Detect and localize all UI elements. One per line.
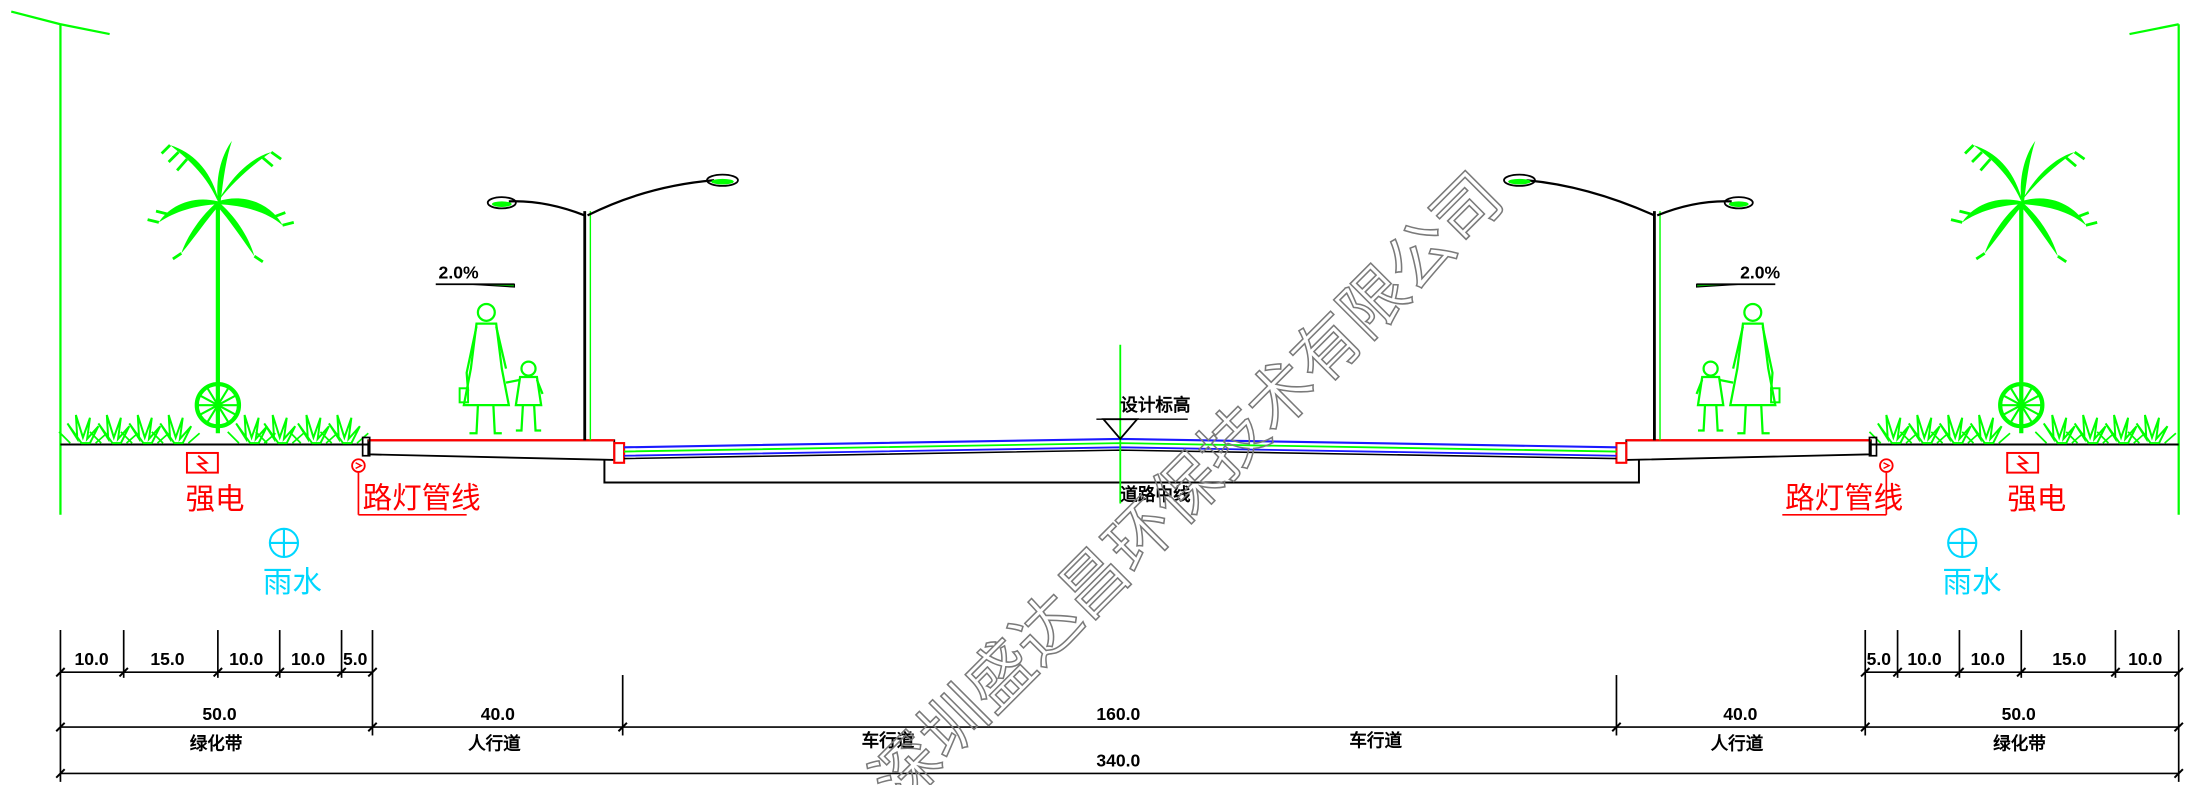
zone-name-greenbelt-left: 绿化带 [190,734,243,755]
zone-value-carriageway: 160.0 [1096,704,1140,724]
strong-power-symbol-left [185,451,219,474]
zone-name-carriageway-left: 车行道 [862,731,915,752]
palm-tree-left [148,141,294,433]
zone-value-greenbelt-left: 50.0 [202,704,236,724]
boundary-marker-left [10,10,110,515]
dim-right-3: 10.0 [1971,649,2005,669]
zone-name-sidewalk-right: 人行道 [1711,734,1764,755]
carriageway [603,437,1640,484]
zone-name-carriageway-right: 车行道 [1349,731,1402,752]
zone-name-greenbelt-right: 绿化带 [1993,734,2046,755]
boundary-marker-right [2129,23,2180,515]
slope-indicator-right [1696,283,1776,288]
dim-right-2: 10.0 [1907,649,1941,669]
road-centerline-label: 道路中线 [1120,485,1191,506]
dim-right-1: 5.0 [1867,649,1892,669]
street-lamp-left [486,173,739,441]
dim-left-5: 5.0 [343,649,368,669]
street-lamp-right [1503,173,1754,441]
pedestrians-left [458,302,544,435]
strong-power-label-left: 强电 [186,482,245,516]
grass-left [58,414,370,445]
dim-left-4: 10.0 [291,649,325,669]
zone-name-sidewalk-left: 人行道 [468,734,521,755]
streetlight-pipe-symbol-left [351,458,467,516]
pedestrians-right [1695,302,1781,435]
dim-right-5: 10.0 [2128,649,2162,669]
zone-value-greenbelt-right: 50.0 [2002,704,2036,724]
dim-left-1: 10.0 [74,649,108,669]
rain-pipe-label-right: 雨水 [1943,565,2002,599]
strong-power-symbol-right [2006,451,2040,474]
strong-power-label-right: 强电 [2007,482,2066,516]
slope-label-left: 2.0% [439,263,479,283]
streetlight-pipe-symbol-right [1782,458,1894,516]
zone-value-sidewalk-left: 40.0 [481,704,515,724]
sidewalk-right [1615,436,1878,464]
total-width-value: 340.0 [1096,750,1140,770]
slope-indicator-left [435,283,516,288]
rain-pipe-symbol-right [1947,527,1978,559]
dim-left-2: 15.0 [150,649,184,669]
dim-right-4: 15.0 [2052,649,2086,669]
sidewalk-left [361,436,626,464]
rain-pipe-label-left: 雨水 [263,565,322,599]
rain-pipe-symbol-left [268,527,300,559]
design-elevation-label: 设计标高 [1120,395,1190,416]
palm-tree-right [1951,141,2097,433]
dim-left-3: 10.0 [229,649,263,669]
watermark-text: 深圳盛达昌环保技术有限公司 [856,158,1518,785]
slope-label-right: 2.0% [1740,263,1780,283]
zone-value-sidewalk-right: 40.0 [1723,704,1757,724]
streetlight-pipe-label-left: 路灯管线 [363,481,481,515]
road-centerline-marker [1096,344,1188,504]
dimension-chains [59,630,2180,782]
streetlight-pipe-label-right: 路灯管线 [1785,481,1903,515]
